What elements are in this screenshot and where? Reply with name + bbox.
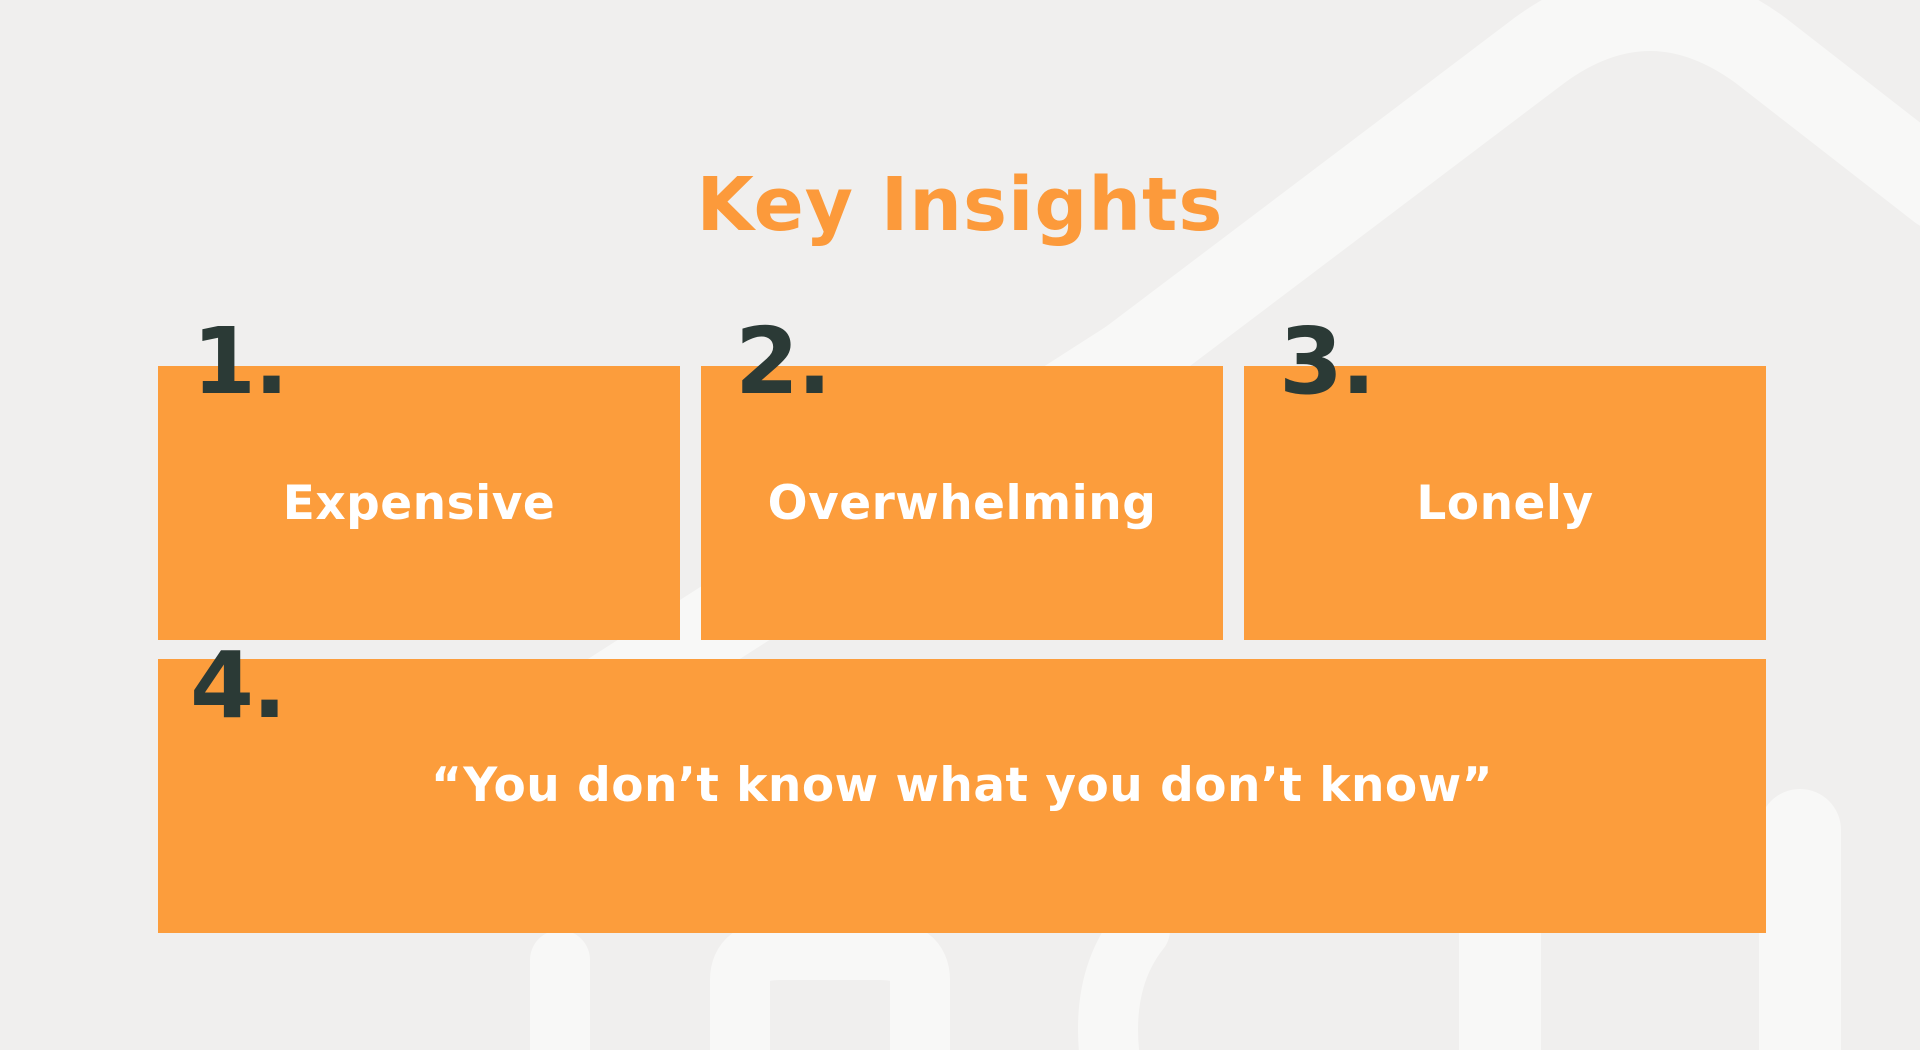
insight-number-1: 1. (192, 308, 289, 415)
insight-card-1: Expensive (158, 366, 680, 640)
insight-card-3: Lonely (1244, 366, 1766, 640)
insight-number-4: 4. (190, 632, 287, 739)
insight-number-2: 2. (735, 308, 832, 415)
arch-outline-left (1078, 900, 1170, 1050)
insight-number-3: 3. (1279, 308, 1376, 415)
insight-label-3: Lonely (1416, 475, 1594, 531)
insight-label-2: Overwhelming (767, 475, 1157, 531)
door-outline (710, 920, 950, 1050)
insight-card-2: Overwhelming (701, 366, 1223, 640)
insight-card-4: “You don’t know what you don’t know” (158, 659, 1766, 933)
insight-label-4: “You don’t know what you don’t know” (430, 757, 1494, 813)
insight-label-1: Expensive (282, 475, 556, 531)
slide-title: Key Insights (696, 162, 1224, 248)
